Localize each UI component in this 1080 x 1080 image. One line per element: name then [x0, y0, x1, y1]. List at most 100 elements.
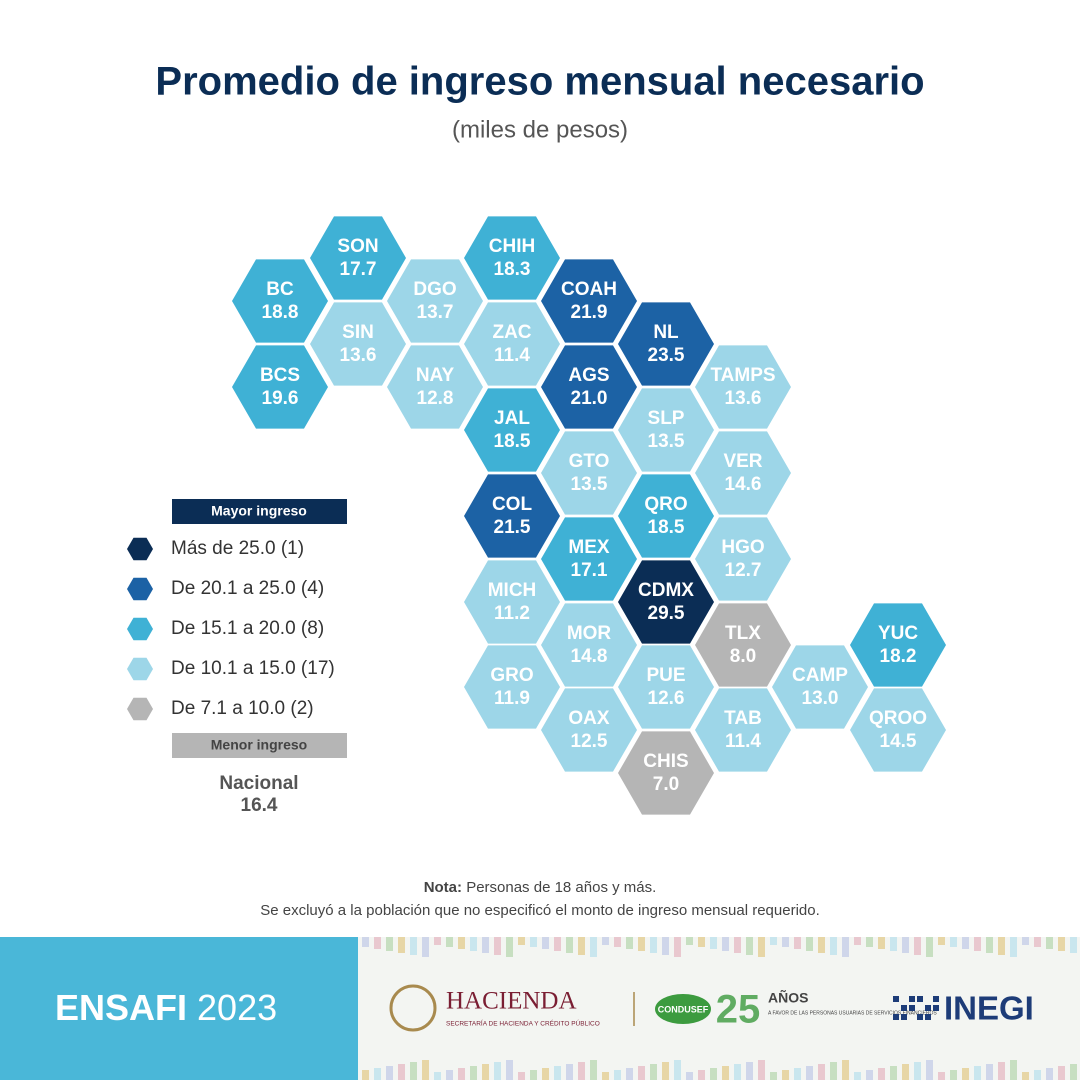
state-value: 14.5: [880, 731, 917, 752]
inegi-dot: [901, 1014, 907, 1020]
inegi-dot: [901, 1005, 907, 1011]
anniversary-graphic: 25: [716, 988, 761, 1032]
footer-decoration: [362, 937, 1077, 1080]
pattern-bar: [1046, 937, 1053, 949]
survey-name: ENSAFI: [55, 987, 187, 1028]
state-abbr: CAMP: [792, 665, 848, 686]
pattern-bar: [590, 937, 597, 957]
pattern-bar: [902, 1064, 909, 1080]
state-abbr: BCS: [260, 365, 300, 386]
pattern-bar: [890, 937, 897, 951]
pattern-bar: [1022, 1072, 1029, 1080]
pattern-bar: [554, 1066, 561, 1080]
pattern-bar: [1034, 1070, 1041, 1080]
pattern-bar: [422, 937, 429, 957]
pattern-bar: [530, 1070, 537, 1080]
condusef-logo: CONDUSEF: [658, 1004, 709, 1014]
pattern-bar: [722, 1066, 729, 1080]
legend-label: De 20.1 a 25.0 (4): [171, 578, 324, 599]
state-abbr: CHIH: [489, 236, 535, 257]
state-hex: [541, 517, 637, 601]
state-value: 17.7: [340, 259, 377, 280]
pattern-bar: [794, 1068, 801, 1080]
state-abbr: CDMX: [638, 580, 694, 601]
state-abbr: CHIS: [643, 751, 688, 772]
legend-label: De 15.1 a 20.0 (8): [171, 618, 324, 639]
pattern-bar: [974, 1066, 981, 1080]
pattern-bar: [806, 1066, 813, 1080]
state-abbr: YUC: [878, 623, 918, 644]
state-abbr: NL: [653, 322, 679, 343]
pattern-bar: [590, 1060, 597, 1080]
state-hex: [232, 345, 328, 429]
pattern-bar: [494, 1062, 501, 1080]
pattern-bar: [854, 1072, 861, 1080]
pattern-bar: [962, 1068, 969, 1080]
state-value: 12.6: [648, 688, 685, 709]
inegi-dot: [925, 1005, 931, 1011]
pattern-bar: [374, 1068, 381, 1080]
state-abbr: TAB: [724, 708, 762, 729]
pattern-bar: [866, 1070, 873, 1080]
pattern-bar: [890, 1066, 897, 1080]
pattern-bar: [710, 937, 717, 949]
pattern-bar: [362, 937, 369, 947]
inegi-dot: [917, 996, 923, 1002]
pattern-bar: [374, 937, 381, 949]
pattern-bar: [746, 937, 753, 955]
pattern-bar: [482, 1064, 489, 1080]
state-abbr: SIN: [342, 322, 374, 343]
pattern-bar: [518, 937, 525, 945]
state-abbr: SON: [337, 236, 378, 257]
state-hex: [464, 388, 560, 472]
legend-label: De 7.1 a 10.0 (2): [171, 698, 314, 719]
pattern-bar: [650, 937, 657, 953]
legend-swatch: [127, 577, 153, 601]
pattern-bar: [566, 937, 573, 953]
pattern-bar: [830, 1062, 837, 1080]
state-hex: [618, 645, 714, 729]
state-value: 13.6: [340, 345, 377, 366]
state-value: 14.6: [725, 474, 762, 495]
pattern-bar: [602, 1072, 609, 1080]
pattern-bar: [470, 1066, 477, 1080]
pattern-bar: [542, 1068, 549, 1080]
hacienda-logo: HACIENDA: [446, 988, 577, 1015]
state-abbr: MEX: [568, 537, 610, 558]
pattern-bar: [842, 937, 849, 957]
state-value: 21.0: [571, 388, 608, 409]
pattern-bar: [662, 1062, 669, 1080]
pattern-bar: [734, 1064, 741, 1080]
state-hex: [232, 259, 328, 343]
pattern-bar: [950, 1070, 957, 1080]
state-hex: [464, 560, 560, 644]
pattern-bar: [806, 937, 813, 951]
pattern-bar: [866, 937, 873, 947]
state-value: 11.4: [725, 731, 761, 752]
state-hex: [695, 345, 791, 429]
pattern-bar: [674, 937, 681, 957]
state-hex: [464, 216, 560, 300]
state-abbr: NAY: [416, 365, 455, 386]
condusef-badge: [655, 994, 711, 1024]
footer-survey: ENSAFI 2023: [55, 987, 277, 1028]
legend: Mayor ingreso Menor ingreso Nacional 16.…: [127, 499, 347, 816]
state-hex: [618, 474, 714, 558]
state-value: 13.6: [725, 388, 762, 409]
pattern-bar: [638, 937, 645, 951]
state-abbr: GRO: [490, 665, 533, 686]
state-hex: [464, 302, 560, 386]
state-hex: [695, 431, 791, 515]
anos-sub: A FAVOR DE LAS PERSONAS USUARIAS DE SERV…: [768, 1010, 937, 1016]
state-hex: [695, 688, 791, 772]
pattern-bar: [686, 1072, 693, 1080]
pattern-bar: [1058, 1066, 1065, 1080]
pattern-bar: [734, 937, 741, 953]
state-value: 18.5: [494, 431, 531, 452]
pattern-bar: [818, 1064, 825, 1080]
pattern-bar: [458, 1068, 465, 1080]
pattern-bar: [638, 1066, 645, 1080]
state-value: 21.9: [571, 302, 608, 323]
pattern-bar: [518, 1072, 525, 1080]
